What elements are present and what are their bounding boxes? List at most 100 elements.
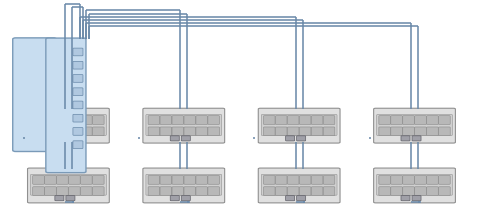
FancyBboxPatch shape — [57, 116, 68, 124]
FancyBboxPatch shape — [184, 116, 196, 124]
FancyBboxPatch shape — [311, 127, 323, 136]
FancyBboxPatch shape — [379, 127, 390, 136]
FancyBboxPatch shape — [80, 127, 92, 136]
FancyBboxPatch shape — [55, 136, 64, 141]
FancyBboxPatch shape — [379, 187, 390, 195]
FancyBboxPatch shape — [55, 196, 64, 201]
FancyBboxPatch shape — [172, 175, 184, 184]
FancyBboxPatch shape — [46, 38, 86, 173]
FancyBboxPatch shape — [439, 175, 450, 184]
FancyBboxPatch shape — [45, 116, 56, 124]
FancyBboxPatch shape — [414, 127, 426, 136]
FancyBboxPatch shape — [73, 114, 83, 122]
FancyBboxPatch shape — [80, 116, 92, 124]
FancyBboxPatch shape — [377, 115, 452, 135]
FancyBboxPatch shape — [28, 108, 109, 143]
FancyBboxPatch shape — [391, 187, 402, 195]
FancyBboxPatch shape — [33, 175, 44, 184]
FancyBboxPatch shape — [403, 175, 414, 184]
FancyBboxPatch shape — [208, 127, 219, 136]
FancyBboxPatch shape — [427, 116, 438, 124]
FancyBboxPatch shape — [73, 75, 83, 82]
FancyBboxPatch shape — [45, 127, 56, 136]
FancyBboxPatch shape — [57, 187, 68, 195]
FancyBboxPatch shape — [286, 196, 295, 201]
FancyBboxPatch shape — [68, 187, 80, 195]
FancyBboxPatch shape — [286, 136, 295, 141]
FancyBboxPatch shape — [401, 136, 410, 141]
FancyBboxPatch shape — [391, 127, 402, 136]
FancyBboxPatch shape — [414, 175, 426, 184]
FancyBboxPatch shape — [93, 175, 104, 184]
FancyBboxPatch shape — [264, 127, 275, 136]
FancyBboxPatch shape — [148, 127, 159, 136]
FancyBboxPatch shape — [93, 127, 104, 136]
FancyBboxPatch shape — [297, 196, 306, 201]
FancyBboxPatch shape — [160, 127, 172, 136]
FancyBboxPatch shape — [427, 127, 438, 136]
FancyBboxPatch shape — [57, 127, 68, 136]
FancyBboxPatch shape — [258, 168, 340, 203]
FancyBboxPatch shape — [33, 187, 44, 195]
FancyBboxPatch shape — [73, 141, 83, 149]
FancyBboxPatch shape — [374, 168, 455, 203]
FancyBboxPatch shape — [160, 187, 172, 195]
FancyBboxPatch shape — [287, 116, 299, 124]
FancyBboxPatch shape — [68, 175, 80, 184]
FancyBboxPatch shape — [414, 187, 426, 195]
FancyBboxPatch shape — [66, 136, 75, 141]
FancyBboxPatch shape — [93, 116, 104, 124]
FancyBboxPatch shape — [258, 108, 340, 143]
FancyBboxPatch shape — [73, 88, 83, 95]
FancyBboxPatch shape — [93, 187, 104, 195]
FancyBboxPatch shape — [28, 168, 109, 203]
FancyBboxPatch shape — [261, 174, 337, 195]
FancyBboxPatch shape — [148, 175, 159, 184]
FancyBboxPatch shape — [439, 187, 450, 195]
FancyBboxPatch shape — [311, 175, 323, 184]
FancyBboxPatch shape — [170, 196, 179, 201]
FancyBboxPatch shape — [374, 108, 455, 143]
FancyBboxPatch shape — [264, 175, 275, 184]
FancyBboxPatch shape — [287, 127, 299, 136]
FancyBboxPatch shape — [160, 175, 172, 184]
FancyBboxPatch shape — [299, 175, 311, 184]
FancyBboxPatch shape — [146, 115, 222, 135]
FancyBboxPatch shape — [73, 127, 83, 135]
FancyBboxPatch shape — [181, 196, 190, 201]
FancyBboxPatch shape — [45, 187, 56, 195]
FancyBboxPatch shape — [33, 127, 44, 136]
FancyBboxPatch shape — [276, 187, 287, 195]
FancyBboxPatch shape — [323, 187, 335, 195]
FancyBboxPatch shape — [311, 116, 323, 124]
FancyBboxPatch shape — [68, 116, 80, 124]
FancyBboxPatch shape — [208, 116, 219, 124]
FancyBboxPatch shape — [439, 116, 450, 124]
FancyBboxPatch shape — [73, 48, 83, 56]
FancyBboxPatch shape — [299, 187, 311, 195]
FancyBboxPatch shape — [33, 116, 44, 124]
FancyBboxPatch shape — [276, 116, 287, 124]
FancyBboxPatch shape — [439, 127, 450, 136]
FancyBboxPatch shape — [172, 116, 184, 124]
FancyBboxPatch shape — [143, 168, 225, 203]
FancyBboxPatch shape — [208, 175, 219, 184]
FancyBboxPatch shape — [57, 175, 68, 184]
FancyBboxPatch shape — [208, 187, 219, 195]
FancyBboxPatch shape — [412, 196, 421, 201]
FancyBboxPatch shape — [196, 187, 208, 195]
FancyBboxPatch shape — [68, 127, 80, 136]
FancyBboxPatch shape — [73, 101, 83, 109]
FancyBboxPatch shape — [196, 127, 208, 136]
FancyBboxPatch shape — [379, 175, 390, 184]
FancyBboxPatch shape — [146, 174, 222, 195]
FancyBboxPatch shape — [172, 187, 184, 195]
FancyBboxPatch shape — [45, 175, 56, 184]
FancyBboxPatch shape — [377, 174, 452, 195]
FancyBboxPatch shape — [264, 187, 275, 195]
FancyBboxPatch shape — [143, 108, 225, 143]
FancyBboxPatch shape — [414, 116, 426, 124]
FancyBboxPatch shape — [276, 127, 287, 136]
FancyBboxPatch shape — [427, 187, 438, 195]
FancyBboxPatch shape — [276, 175, 287, 184]
